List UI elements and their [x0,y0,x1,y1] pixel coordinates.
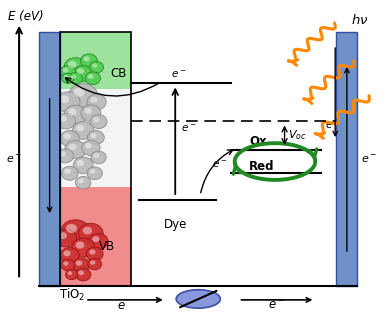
Circle shape [84,108,92,114]
FancyBboxPatch shape [39,32,60,286]
Text: Dye: Dye [164,218,187,231]
Text: $e^-$: $e^-$ [171,69,187,80]
Circle shape [59,232,67,239]
Circle shape [64,75,69,79]
Circle shape [65,269,78,280]
Circle shape [78,179,84,183]
Circle shape [63,261,69,266]
Text: $e^-$: $e^-$ [361,153,377,165]
Circle shape [75,241,84,249]
Text: $e^-$: $e^-$ [181,123,197,134]
Circle shape [87,167,102,180]
Circle shape [55,92,80,112]
Circle shape [82,140,100,156]
Ellipse shape [176,290,220,308]
Circle shape [62,73,74,83]
Circle shape [65,141,86,158]
Text: VB: VB [99,239,115,252]
Text: $e$: $e$ [117,299,126,312]
Circle shape [64,105,87,124]
Circle shape [72,238,95,257]
Circle shape [87,94,106,110]
Circle shape [75,176,91,189]
Circle shape [92,63,97,68]
Text: Red: Red [249,160,275,173]
Circle shape [63,68,69,73]
Circle shape [79,223,103,244]
Circle shape [61,220,90,244]
Circle shape [90,133,97,138]
Circle shape [68,108,77,116]
Circle shape [89,233,108,249]
Circle shape [93,117,99,122]
Circle shape [83,227,92,234]
Circle shape [77,68,84,74]
Circle shape [64,133,71,139]
Circle shape [69,84,98,108]
Circle shape [92,236,99,242]
Circle shape [90,169,95,174]
Circle shape [75,268,91,281]
Circle shape [74,88,85,97]
Circle shape [68,271,72,275]
Circle shape [64,250,71,256]
FancyBboxPatch shape [60,32,131,89]
Circle shape [90,260,95,265]
Circle shape [80,54,97,68]
Circle shape [64,169,70,174]
Text: Ox: Ox [249,135,267,148]
Text: E (eV): E (eV) [8,10,44,23]
Circle shape [72,122,94,139]
Circle shape [85,72,100,85]
Circle shape [73,258,90,272]
Circle shape [69,73,82,84]
Circle shape [60,116,67,122]
FancyBboxPatch shape [336,32,357,286]
Circle shape [60,95,69,103]
Circle shape [73,157,93,174]
FancyBboxPatch shape [60,32,131,286]
Text: $e^-$: $e^-$ [6,153,22,165]
Circle shape [90,61,104,73]
Circle shape [71,74,76,79]
Text: TiO$_2$: TiO$_2$ [59,287,85,303]
Circle shape [64,58,87,77]
Text: $e^-$: $e^-$ [325,120,340,131]
Circle shape [56,113,75,129]
Circle shape [61,259,75,271]
Circle shape [85,143,92,149]
Text: CB: CB [110,67,126,80]
Circle shape [74,66,93,81]
Circle shape [76,260,82,266]
Text: $V_{oc}$: $V_{oc}$ [288,128,307,142]
Circle shape [55,229,77,247]
Circle shape [81,105,101,121]
Circle shape [60,248,79,264]
Circle shape [60,130,79,146]
Circle shape [91,151,106,164]
Circle shape [77,160,84,166]
FancyBboxPatch shape [60,188,131,286]
Circle shape [94,153,99,158]
Text: $e^-$: $e^-$ [268,299,286,312]
Circle shape [78,270,84,275]
Circle shape [61,166,78,180]
Circle shape [90,97,97,103]
Circle shape [68,61,77,68]
Text: $h\nu$: $h\nu$ [351,13,368,27]
Circle shape [87,130,104,144]
Circle shape [57,149,74,163]
Circle shape [84,56,90,62]
Circle shape [88,259,102,270]
Text: $e^-$: $e^-$ [212,160,227,170]
Circle shape [60,66,75,78]
Circle shape [69,144,77,150]
Circle shape [60,151,66,156]
Circle shape [89,249,95,255]
Circle shape [88,74,94,79]
Circle shape [90,115,107,128]
Circle shape [86,247,103,261]
Circle shape [66,224,77,233]
Circle shape [76,125,84,131]
